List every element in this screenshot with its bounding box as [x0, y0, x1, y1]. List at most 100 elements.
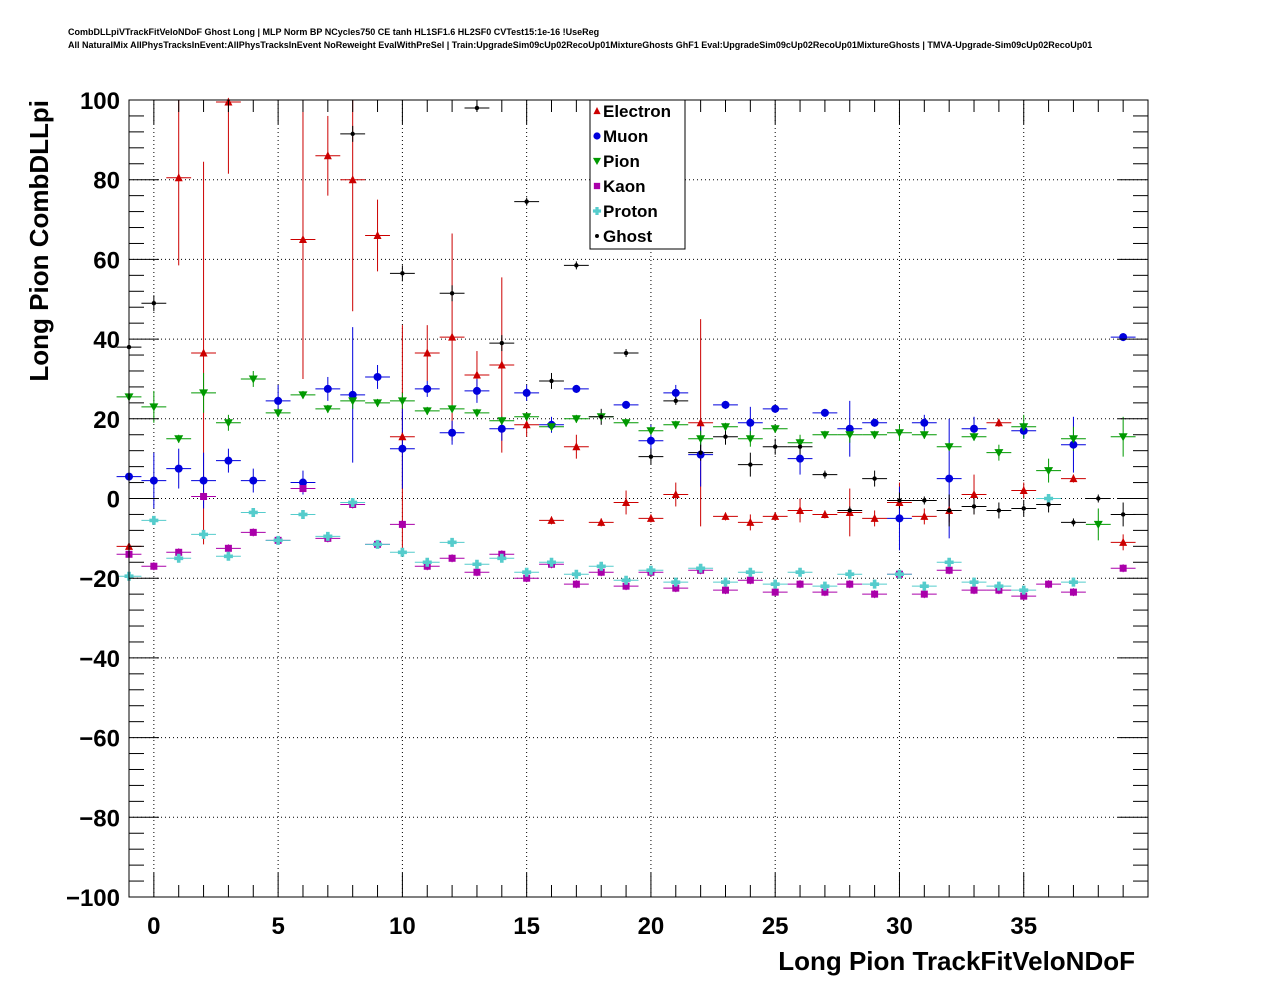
proton-data-point — [671, 577, 681, 587]
pion-data-point — [820, 431, 830, 440]
muon-data-point — [298, 478, 307, 487]
ghost-data-point — [449, 291, 455, 296]
kaon-data-point — [572, 580, 580, 588]
electron-data-point — [796, 505, 805, 514]
electron-data-point — [920, 511, 929, 520]
muon-data-point — [746, 418, 755, 427]
electron-data-point — [671, 490, 680, 499]
proton-legend-label: Proton — [603, 202, 658, 221]
muon-data-point — [721, 400, 730, 409]
proton-data-point — [447, 537, 457, 547]
ghost-data-point — [1046, 502, 1051, 507]
x-tick-label: 35 — [1010, 913, 1037, 940]
proton-data-point — [323, 531, 333, 541]
ghost-data-point — [922, 498, 927, 503]
pion-data-point — [621, 419, 631, 428]
kaon-data-point — [473, 568, 481, 576]
kaon-data-point — [398, 520, 406, 528]
proton-data-point — [646, 565, 656, 575]
ghost-data-point — [623, 350, 629, 356]
y-tick-labels: −100 −80 −60 −40 −20 0 20 40 60 80 100 — [66, 88, 120, 912]
kaon-data-point — [1119, 564, 1127, 572]
kaon-data-point — [1020, 592, 1028, 600]
ghost-data-point — [499, 340, 505, 346]
y-tick-label: 0 — [107, 487, 120, 514]
kaon-legend-marker — [593, 182, 601, 190]
electron-legend-label: Electron — [603, 102, 671, 121]
proton-data-point — [571, 569, 581, 579]
kaon-data-point — [448, 554, 456, 562]
electron-data-point — [572, 442, 581, 451]
y-tick-label: −40 — [79, 646, 120, 673]
electron-data-point — [472, 370, 481, 379]
ghost-data-point — [897, 498, 902, 503]
pion-data-point — [795, 439, 805, 448]
muon-data-point — [895, 514, 904, 523]
muon-data-point — [398, 444, 407, 453]
y-tick-label: 60 — [93, 247, 120, 274]
ghost-data-point — [1021, 506, 1026, 511]
pion-data-point — [348, 397, 358, 406]
electron-data-point — [373, 230, 382, 239]
proton-data-point — [994, 581, 1004, 591]
kaon-data-point — [846, 580, 854, 588]
ghost-data-point — [151, 301, 157, 306]
proton-data-point — [870, 579, 880, 589]
ghost-data-point — [1071, 520, 1076, 525]
pion-data-point — [745, 435, 755, 444]
ghost-data-point — [996, 508, 1002, 513]
muon-data-point — [870, 418, 879, 427]
ghost-data-point — [599, 414, 604, 420]
electron-data-point — [348, 175, 357, 184]
pion-data-point — [1019, 423, 1029, 432]
proton-data-point — [373, 539, 383, 549]
muon-data-point — [845, 424, 854, 433]
y-tick-label: −80 — [79, 805, 120, 832]
proton-data-point — [944, 557, 954, 567]
muon-data-point — [174, 464, 183, 473]
kaon-data-point — [970, 586, 978, 594]
pion-data-point — [199, 389, 209, 398]
electron-data-point — [298, 234, 307, 243]
y-tick-label: 20 — [93, 407, 120, 434]
proton-data-point — [199, 529, 209, 539]
electron-data-point — [1119, 537, 1128, 546]
muon-data-point — [348, 390, 357, 399]
proton-data-point — [770, 579, 780, 589]
ghost-data-point — [648, 454, 654, 459]
proton-data-point — [348, 497, 358, 507]
ghost-data-point — [549, 378, 554, 384]
kaon-data-point — [299, 485, 307, 493]
electron-legend-marker — [593, 106, 601, 115]
pion-data-point — [919, 431, 929, 440]
pion-data-point — [1093, 520, 1103, 529]
ghost-data-point — [797, 444, 803, 449]
pion-data-point — [397, 397, 407, 406]
proton-data-point — [795, 567, 805, 577]
electron-data-point — [646, 513, 655, 522]
electron-data-point — [696, 418, 705, 427]
electron-data-point — [323, 151, 332, 160]
x-tick-label: 0 — [147, 913, 160, 940]
proton-data-point — [397, 547, 407, 557]
ghost-data-point — [946, 508, 952, 513]
kaon-data-point — [150, 562, 158, 570]
y-tick-label: −60 — [79, 726, 120, 753]
electron-data-point — [497, 360, 506, 369]
pion-data-point — [994, 449, 1004, 458]
electron-data-point — [970, 490, 979, 499]
proton-data-point — [1019, 585, 1029, 595]
kaon-data-point — [871, 590, 879, 598]
x-tick-label: 25 — [762, 913, 789, 940]
ghost-legend-label: Ghost — [603, 227, 652, 246]
pion-data-point — [696, 435, 706, 444]
chart-title-line-2: All NaturalMix AllPhysTracksInEvent:AllP… — [68, 40, 1093, 50]
y-tick-label: −20 — [79, 566, 120, 593]
pion-data-point — [273, 409, 283, 418]
x-tick-label: 5 — [271, 913, 284, 940]
ghost-data-point — [723, 434, 728, 439]
grid-lines — [129, 100, 1148, 897]
pion-data-point — [298, 391, 308, 400]
pion-data-point — [894, 429, 904, 438]
muon-data-point — [796, 454, 805, 463]
